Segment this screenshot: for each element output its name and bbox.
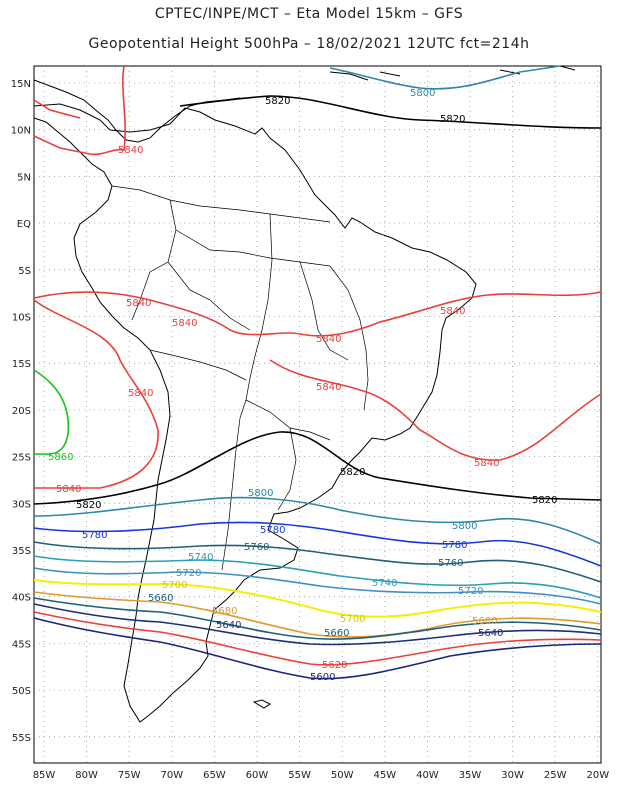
label-5640-b: 5640 <box>478 628 503 639</box>
label-5600: 5600 <box>310 672 335 683</box>
contours <box>33 65 602 680</box>
latitude-label: 50S <box>12 686 31 697</box>
label-5820-north-b: 5820 <box>440 114 465 125</box>
country-borders <box>111 185 369 571</box>
contour-5820-south <box>33 431 602 505</box>
contour-5620 <box>33 611 602 666</box>
contour-5760 <box>33 541 602 583</box>
latitude-label: EQ <box>17 219 31 230</box>
label-5760-a: 5760 <box>244 542 269 553</box>
label-5620: 5620 <box>322 660 347 671</box>
label-5820-south-b: 5820 <box>340 467 365 478</box>
label-5780-b: 5780 <box>260 525 285 536</box>
longitude-label: 55W <box>288 770 311 781</box>
label-5720-a: 5720 <box>176 568 201 579</box>
label-5840-d: 5840 <box>440 306 465 317</box>
longitude-label: 25W <box>544 770 567 781</box>
label-5840-b: 5840 <box>172 318 197 329</box>
longitude-label: 70W <box>160 770 183 781</box>
longitude-label: 40W <box>416 770 439 781</box>
label-5680-a: 5680 <box>212 606 237 617</box>
longitude-label: 60W <box>246 770 269 781</box>
latitude-label: 40S <box>12 593 31 604</box>
latitude-label: 15N <box>11 79 31 90</box>
label-5840-h: 5840 <box>56 484 81 495</box>
latitude-label: 10S <box>12 313 31 324</box>
title-line-2: Geopotential Height 500hPa – 18/02/2021 … <box>88 36 530 52</box>
latitude-label: 35S <box>12 546 31 557</box>
label-5660-a: 5660 <box>148 593 173 604</box>
label-5820-south-a: 5820 <box>76 500 101 511</box>
contour-5700 <box>33 579 602 618</box>
contour-5740 <box>33 555 602 599</box>
label-5660-b: 5660 <box>324 628 349 639</box>
latitude-labels: 15N 10N 5N EQ 5S 10S 15S 20S 25S 30S 35S 40S 45S 50S 5… <box>11 79 31 744</box>
longitude-labels: 85W 80W 75W 70W 65W 60W 55W 50W 45W 40W 35W 30W 25W 2… <box>33 770 610 781</box>
label-5840-a: 5840 <box>126 298 151 309</box>
contour-5720 <box>33 567 602 605</box>
label-5700-b: 5700 <box>340 614 365 625</box>
latitude-label: 5S <box>18 266 31 277</box>
contour-5660 <box>33 597 602 640</box>
longitude-label: 50W <box>331 770 354 781</box>
longitude-label: 45W <box>373 770 396 781</box>
contour-5600 <box>33 617 602 680</box>
label-5800-south-b: 5800 <box>452 521 477 532</box>
label-5840-g: 5840 <box>474 458 499 469</box>
latitude-label: 15S <box>12 359 31 370</box>
latitude-label: 55S <box>12 733 31 744</box>
label-5840-c: 5840 <box>316 334 341 345</box>
latitude-label: 20S <box>12 406 31 417</box>
south-america-coast <box>33 103 477 723</box>
latitude-label: 45S <box>12 639 31 650</box>
label-5640-a: 5640 <box>216 620 241 631</box>
falkland-islands <box>252 699 271 709</box>
longitude-label: 75W <box>118 770 141 781</box>
label-5780-a: 5780 <box>82 530 107 541</box>
graticule <box>34 66 601 763</box>
latitude-label: 5N <box>17 172 31 183</box>
label-5760-b: 5760 <box>438 558 463 569</box>
label-5840-north: 5840 <box>118 145 143 156</box>
label-5800-south-a: 5800 <box>248 488 273 499</box>
label-5820-south-c: 5820 <box>532 495 557 506</box>
latitude-label: 30S <box>12 499 31 510</box>
contour-labels: 5800 5820 5820 5840 5840 5840 5840 5840 … <box>48 88 557 683</box>
contour-5840-north <box>33 65 126 156</box>
title-line-1: CPTEC/INPE/MCT – Eta Model 15km – GFS <box>154 6 464 22</box>
longitude-label: 30W <box>501 770 524 781</box>
contour-5840-central <box>33 291 602 489</box>
contour-5860 <box>33 369 70 455</box>
caribbean-islands <box>329 65 576 81</box>
longitude-label: 65W <box>203 770 226 781</box>
label-5800-north: 5800 <box>410 88 435 99</box>
longitude-label: 80W <box>75 770 98 781</box>
label-5840-e: 5840 <box>316 382 341 393</box>
contour-5640 <box>33 603 602 646</box>
contour-5800-north <box>329 65 561 90</box>
longitude-label: 85W <box>33 770 56 781</box>
label-5820-north-a: 5820 <box>265 96 290 107</box>
label-5700-a: 5700 <box>162 580 187 591</box>
contour-5820-north <box>179 95 602 129</box>
label-5720-b: 5720 <box>458 586 483 597</box>
map-frame <box>33 65 602 764</box>
label-5680-b: 5680 <box>472 616 497 627</box>
latitude-label: 25S <box>12 453 31 464</box>
contour-5800-south <box>33 496 602 545</box>
latitude-label: 10N <box>11 126 31 137</box>
label-5780-c: 5780 <box>442 540 467 551</box>
contour-5780 <box>33 521 602 567</box>
longitude-label: 35W <box>459 770 482 781</box>
contour-5680 <box>33 591 602 638</box>
label-5860: 5860 <box>48 452 73 463</box>
label-5740-a: 5740 <box>188 552 213 563</box>
label-5740-b: 5740 <box>372 578 397 589</box>
longitude-label: 20W <box>586 770 609 781</box>
label-5840-f: 5840 <box>128 388 153 399</box>
